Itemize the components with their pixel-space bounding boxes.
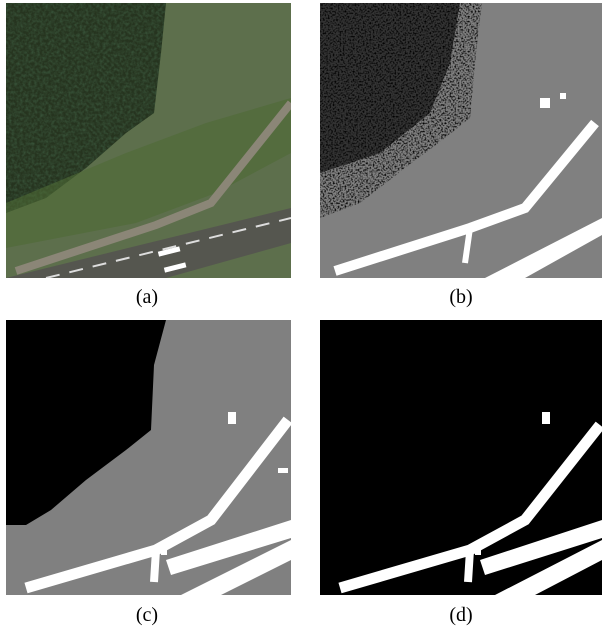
caption: (a): [97, 286, 197, 309]
classification-map: [320, 3, 602, 278]
satellite-image: [6, 3, 291, 278]
segmentation-map: [6, 320, 291, 595]
binary-map: [320, 320, 602, 595]
caption: (d): [411, 604, 511, 627]
figure: (a) (b) (c) (d): [0, 0, 602, 634]
caption: (c): [97, 604, 197, 627]
caption: (b): [411, 286, 511, 309]
